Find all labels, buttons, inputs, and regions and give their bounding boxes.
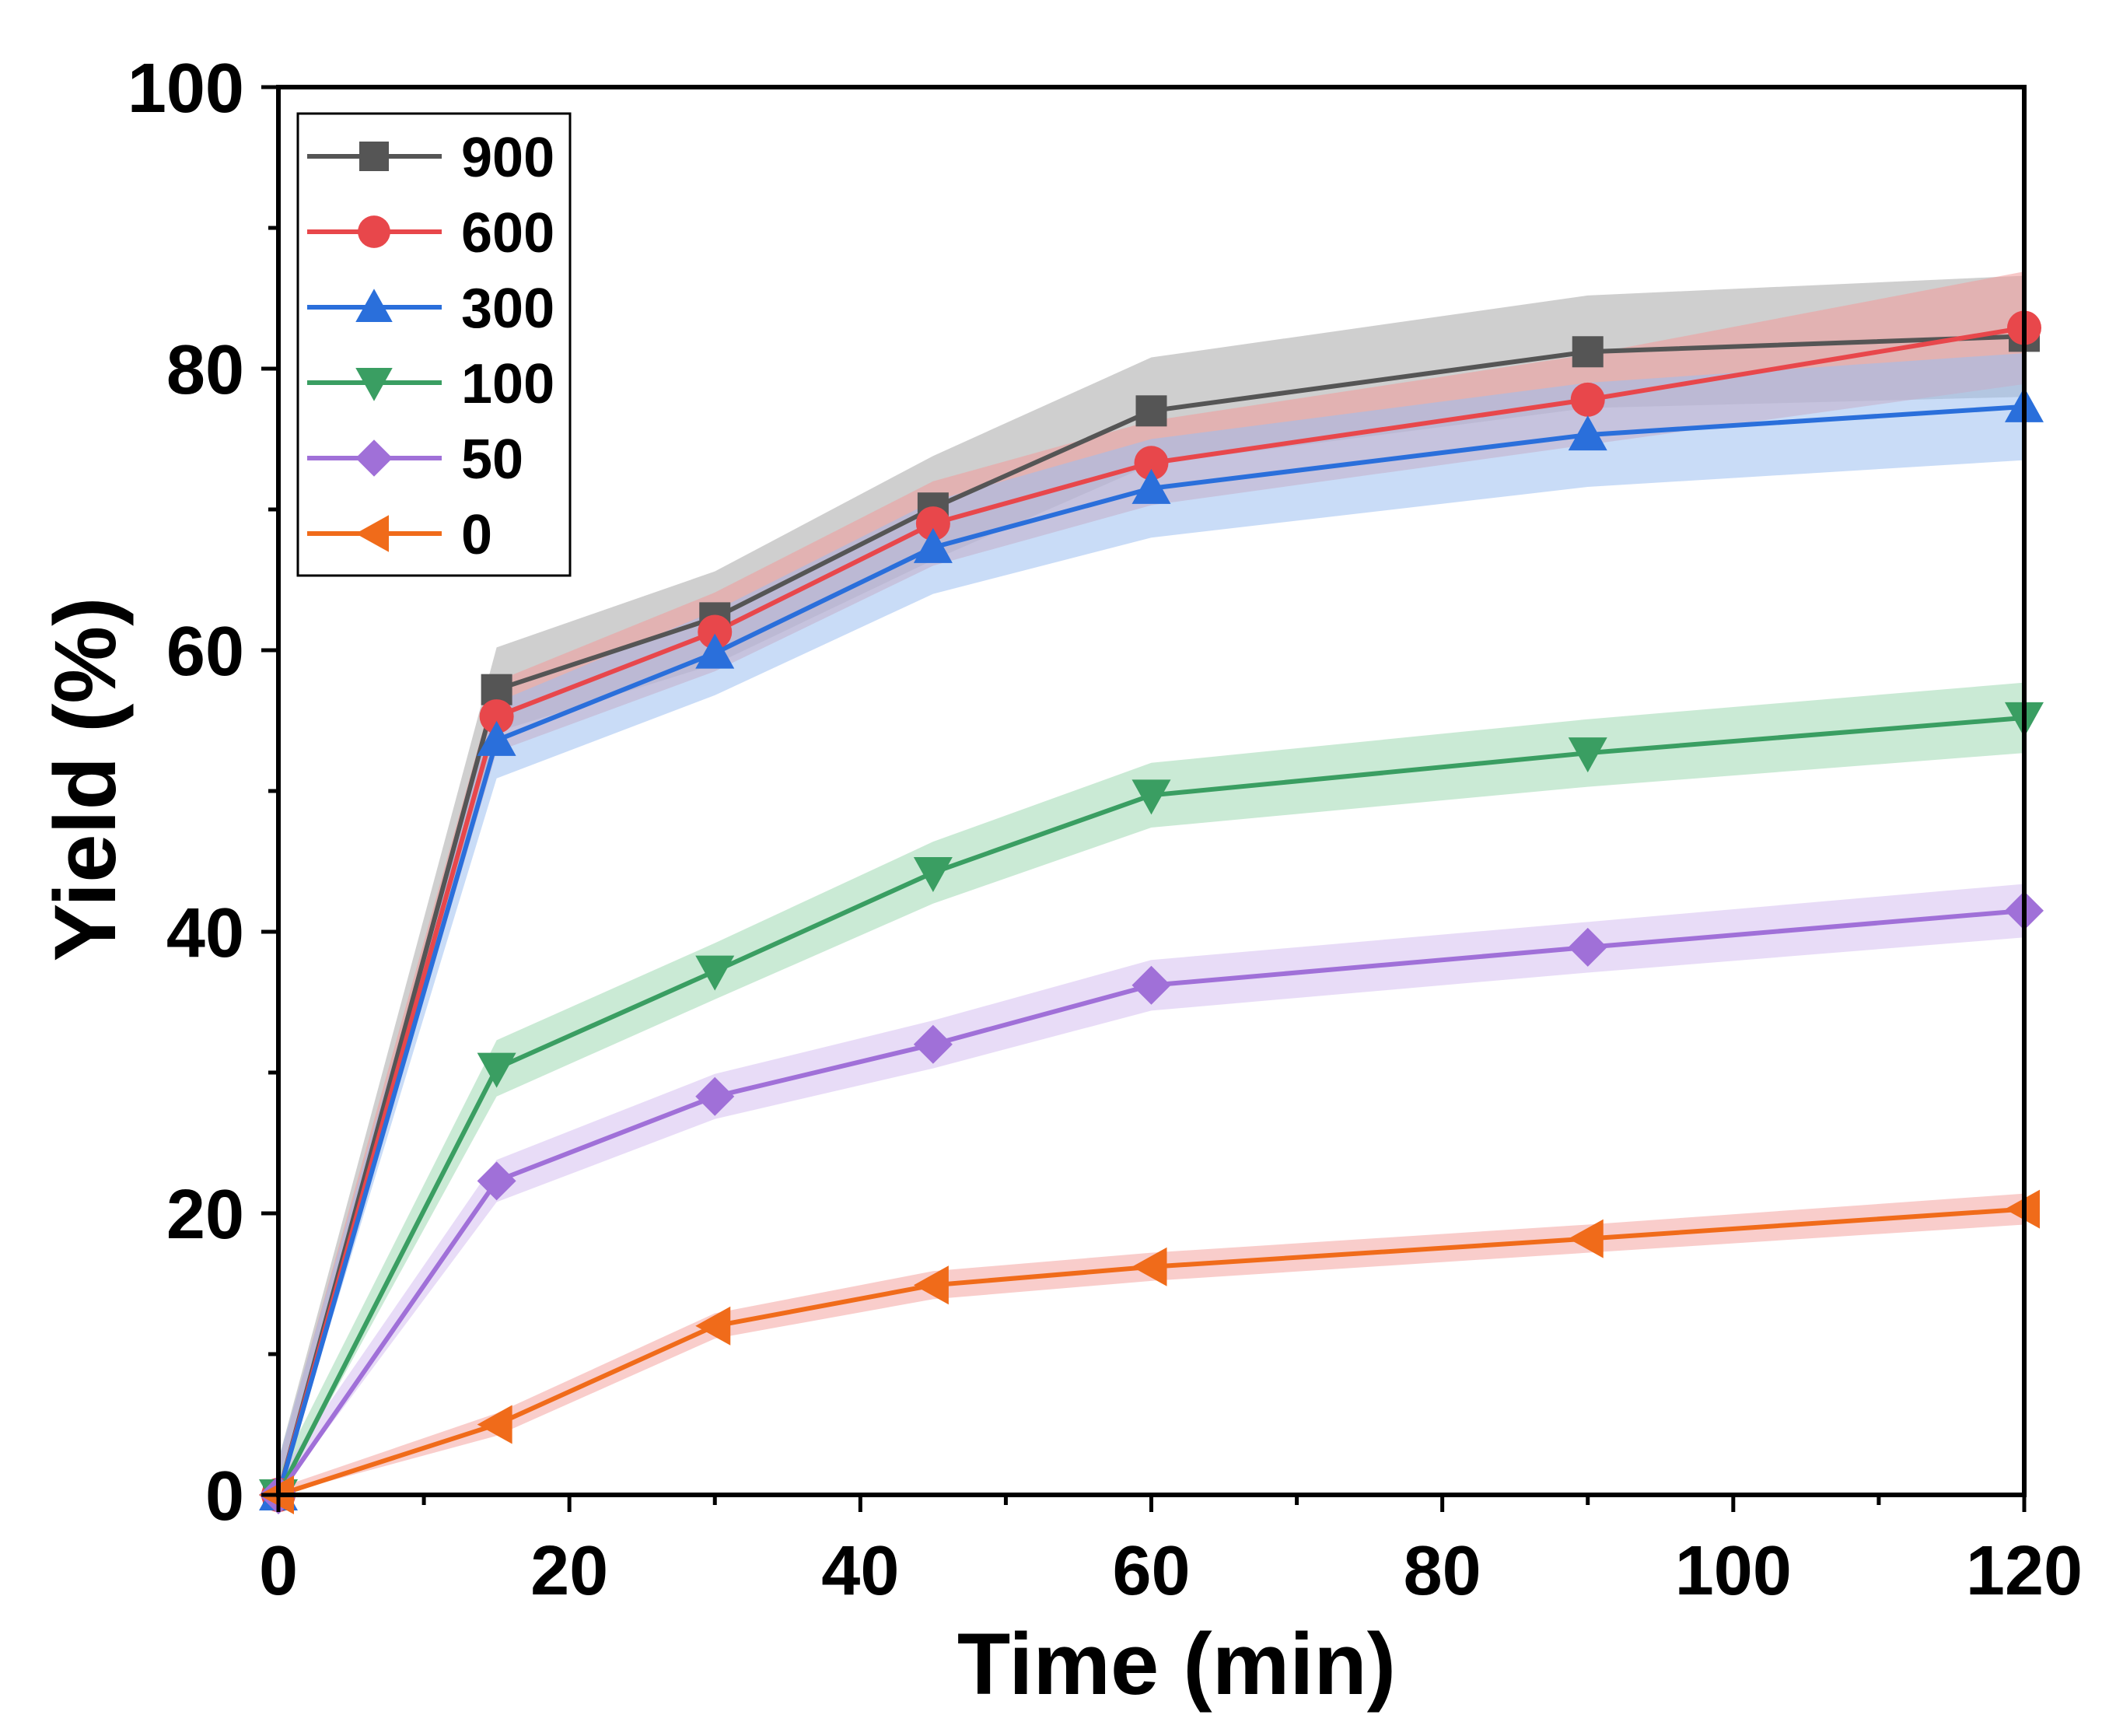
y-tick-label-60: 60	[166, 613, 244, 691]
legend-label-0: 0	[461, 504, 492, 566]
y-tick-label-80: 80	[166, 331, 244, 409]
x-tick-label-60: 60	[1112, 1532, 1190, 1610]
legend-marker-0	[355, 515, 389, 552]
x-tick-label-100: 100	[1675, 1532, 1792, 1610]
point-series-0-x15	[477, 1405, 512, 1444]
x-tick-label-20: 20	[530, 1532, 608, 1610]
point-series-600-x30	[698, 614, 733, 649]
point-series-0-x45	[913, 1265, 949, 1305]
point-series-50-x30	[695, 1076, 735, 1116]
point-series-600-x90	[1570, 382, 1605, 417]
legend-label-100: 100	[461, 353, 554, 415]
y-tick-label-40: 40	[166, 894, 244, 972]
point-series-300-x30	[695, 633, 735, 669]
legend-marker-300	[355, 289, 393, 322]
point-series-50-x90	[1568, 927, 1607, 967]
point-series-0-x30	[695, 1306, 731, 1346]
band-series-100	[278, 682, 2024, 1495]
point-series-900-x90	[1572, 336, 1604, 368]
x-tick-label-40: 40	[821, 1532, 899, 1610]
x-tick-label-80: 80	[1404, 1532, 1481, 1610]
point-series-50-x60	[1131, 965, 1171, 1005]
legend-marker-100	[355, 368, 393, 401]
legend-marker-600	[358, 215, 390, 248]
point-series-100-x30	[695, 955, 735, 991]
legend-marker-50	[355, 439, 393, 477]
y-tick-label-100: 100	[128, 50, 244, 128]
legend-box	[296, 112, 572, 577]
point-series-0-x90	[1568, 1219, 1604, 1258]
legend-label-300: 300	[461, 278, 554, 340]
legend-marker-900	[359, 142, 389, 171]
point-series-100-x15	[477, 1052, 516, 1088]
tick-labels: 0 20 40 60 80 100 120 0 20 40 60 80 100	[128, 50, 2083, 1610]
point-series-900-x60	[1135, 395, 1167, 427]
point-series-300-x60	[1131, 468, 1171, 504]
point-series-100-x90	[1568, 737, 1607, 773]
point-series-0-x60	[1131, 1247, 1167, 1286]
y-tick-label-20: 20	[166, 1176, 244, 1254]
legend-label-600: 600	[461, 202, 554, 264]
axis-ticks	[261, 85, 2027, 1512]
point-series-300-x15	[477, 720, 516, 756]
legend-label-50: 50	[461, 429, 523, 491]
point-series-50-x45	[913, 1024, 953, 1064]
point-series-300-x90	[1568, 415, 1607, 451]
line-series-0	[278, 1206, 2025, 1497]
point-series-100-x45	[913, 856, 953, 892]
point-series-600-x45	[915, 506, 950, 541]
line-series-100	[276, 715, 2025, 1496]
point-series-600-x60	[1134, 446, 1169, 481]
x-axis-title: Time (min)	[957, 1615, 1396, 1713]
point-series-100-x60	[1131, 779, 1171, 815]
y-tick-label-0: 0	[205, 1458, 244, 1535]
legend: 900 600 300 100 50 0	[296, 112, 572, 577]
point-series-50-x15	[477, 1161, 516, 1201]
y-axis-title: Yield (%)	[37, 597, 134, 962]
band-series-50	[278, 884, 2024, 1495]
band-series-900	[278, 275, 2024, 1495]
x-tick-label-0: 0	[259, 1532, 298, 1610]
point-series-600-x15	[479, 699, 514, 734]
legend-label-900: 900	[461, 127, 554, 189]
x-tick-label-120: 120	[1966, 1532, 2083, 1610]
band-series-0	[278, 1193, 2024, 1495]
point-series-300-x45	[913, 527, 953, 563]
